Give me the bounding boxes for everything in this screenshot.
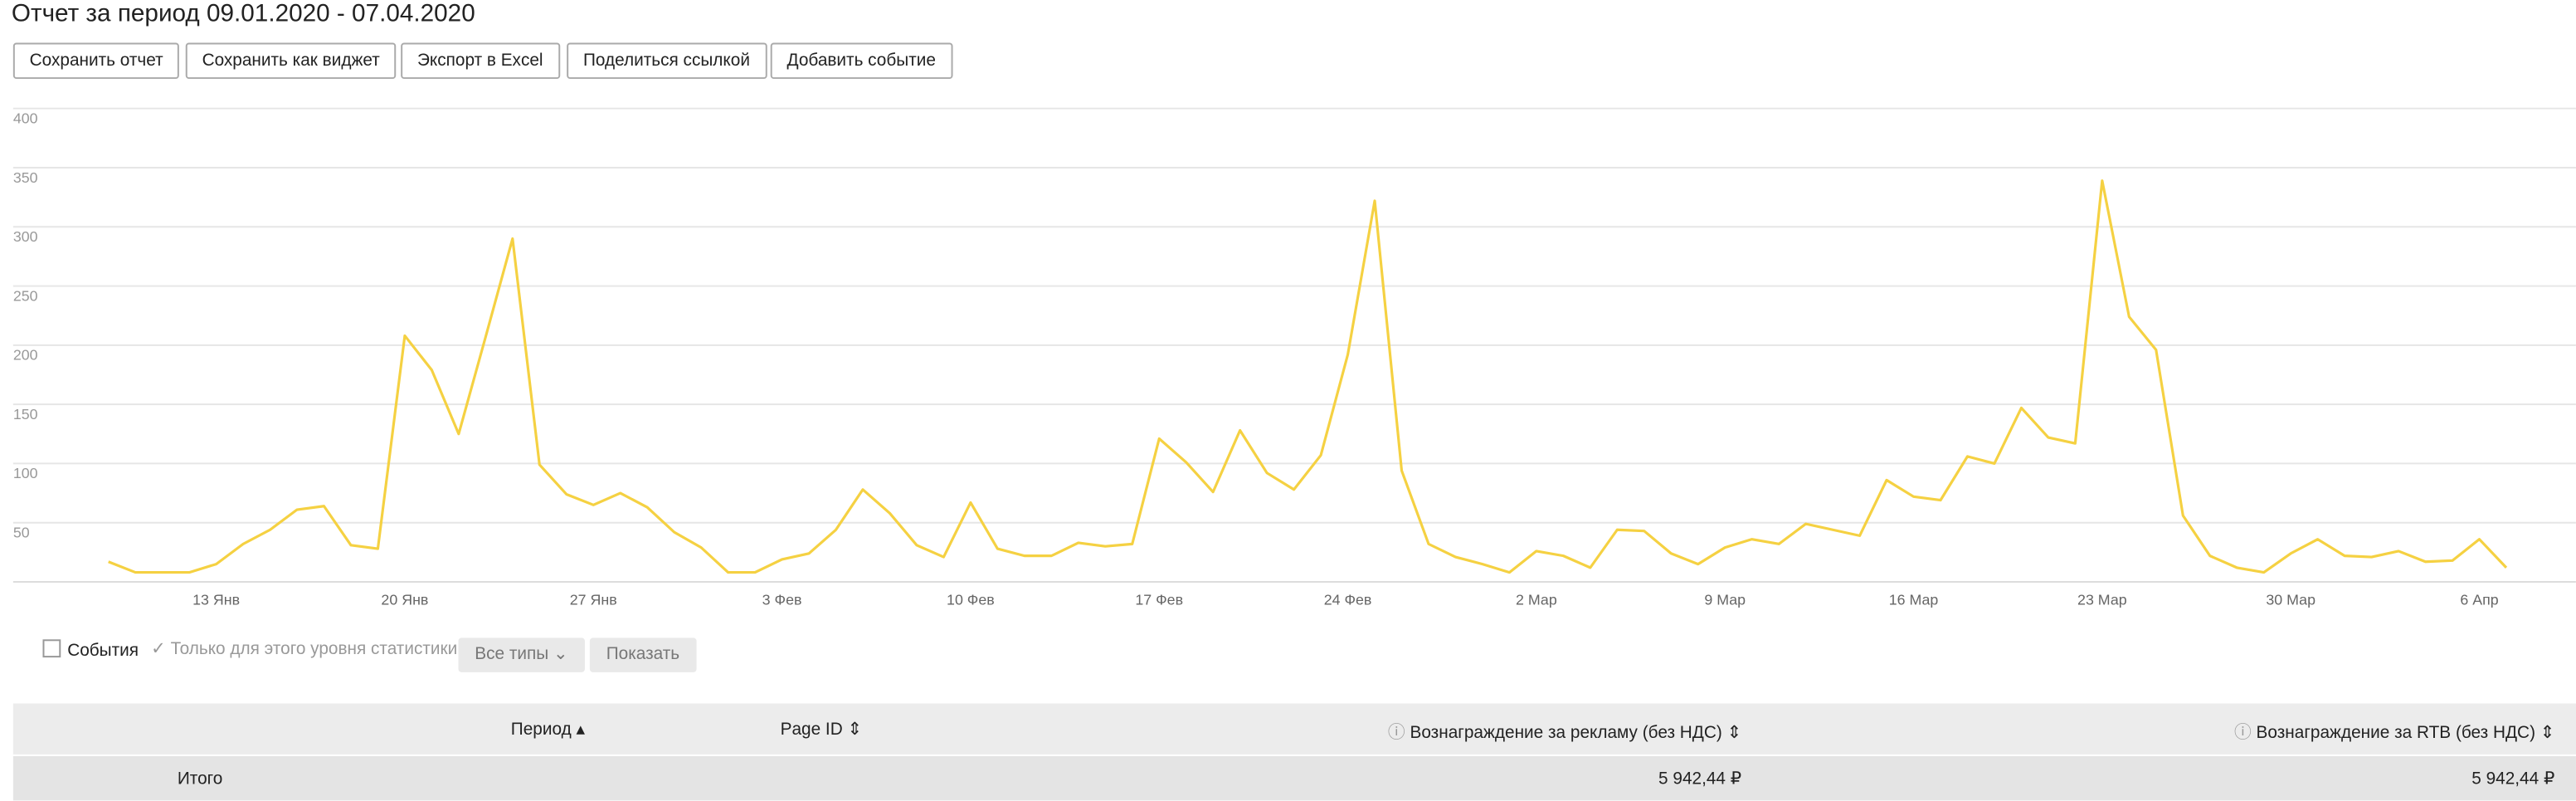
y-tick-label: 250 [13, 287, 38, 304]
table-header: Период ▴ Page ID ⇕ ⓘ Вознаграждение за р… [12, 703, 2576, 755]
types-dropdown[interactable]: Все типы ⌄ [458, 637, 585, 672]
button[interactable]: Сохранить отчет [12, 42, 180, 80]
x-tick-label: 17 Фев [1135, 592, 1183, 608]
dropdown-label: Все типы [475, 644, 549, 665]
column-header[interactable]: Page ID ⇕ [780, 720, 862, 740]
button[interactable]: Поделиться ссылкой [567, 42, 767, 80]
y-tick-label: 300 [13, 228, 38, 245]
chart: 50 100 150 200 250 300 350 400 13 Янв 20 Янв 27 Ян… [13, 107, 2576, 608]
total-value: 5 942,44 ₽ [1658, 769, 1742, 789]
y-tick-label: 350 [13, 169, 38, 186]
x-tick-label: 2 Мар [1516, 592, 1557, 608]
header-text: Вознаграждение за рекламу (без НДС) [1410, 723, 1722, 744]
y-tick-label: 150 [13, 406, 38, 422]
x-tick-label: 9 Мар [1704, 592, 1746, 608]
y-tick-label: 100 [13, 465, 38, 481]
level-checkbox[interactable]: ✓ Только для этого уровня статистики [151, 639, 458, 660]
report-title: Отчет за период 09.01.2020 - 07.04.2020 [11, 0, 475, 28]
total-row: Итого 5 942,44 ₽ 5 942,44 ₽ [12, 755, 2576, 801]
column-header[interactable]: ⓘ Вознаграждение за рекламу (без НДС) ⇕ [1387, 723, 1742, 744]
events-checkbox[interactable]: События [42, 639, 139, 661]
y-tick-label: 200 [13, 347, 38, 364]
x-tick-label: 16 Мар [1889, 592, 1939, 608]
series-line [108, 179, 2508, 574]
checkbox-label: События [67, 641, 139, 662]
column-header[interactable]: Период ▴ [510, 720, 585, 740]
x-tick-label: 6 Апр [2460, 592, 2498, 608]
show-button[interactable]: Показать [589, 637, 696, 672]
x-tick-label: 3 Фев [762, 592, 802, 608]
column-header[interactable]: ⓘ Вознаграждение за RTB (без НДС) ⇕ [2233, 723, 2555, 744]
header-text: Page ID [780, 720, 843, 740]
button[interactable]: Экспорт в Excel [401, 42, 560, 80]
header-text: Вознаграждение за RTB (без НДС) [2256, 723, 2536, 744]
button[interactable]: Сохранить как виджет [185, 42, 397, 80]
x-tick-label: 24 Фев [1324, 592, 1372, 608]
y-tick-label: 400 [13, 110, 38, 127]
header-text: Период [510, 720, 572, 740]
x-tick-label: 10 Фев [947, 592, 995, 608]
y-tick-label: 50 [13, 525, 30, 541]
total-value: 5 942,44 ₽ [2471, 769, 2555, 789]
x-tick-label: 27 Янв [570, 592, 617, 608]
total-label: Итого [177, 769, 223, 789]
x-tick-label: 30 Мар [2266, 592, 2315, 608]
button[interactable]: Добавить событие [770, 42, 952, 80]
x-tick-label: 23 Мар [2077, 592, 2127, 608]
checkbox-label: Только для этого уровня статистики [170, 639, 458, 660]
x-tick-label: 20 Янв [381, 592, 428, 608]
x-tick-label: 13 Янв [192, 592, 240, 608]
